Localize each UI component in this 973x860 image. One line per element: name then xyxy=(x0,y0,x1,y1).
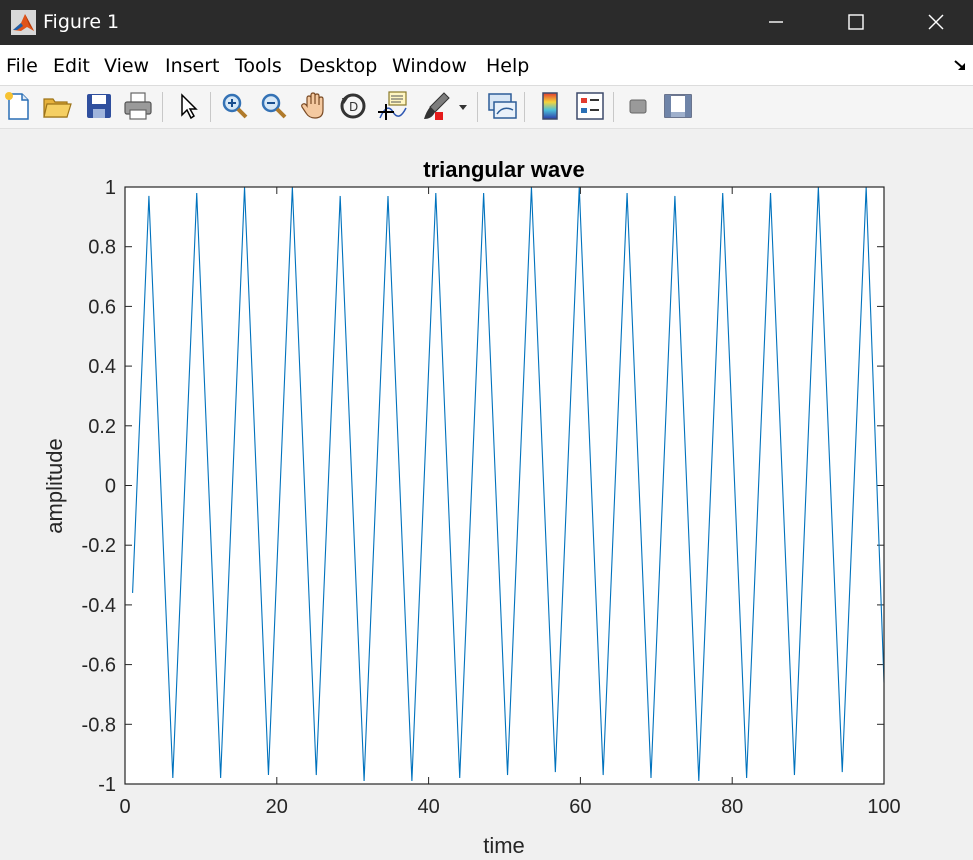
save-button[interactable] xyxy=(83,90,115,122)
zoom-in-icon xyxy=(222,93,248,119)
menu-desktop[interactable]: Desktop xyxy=(299,55,378,77)
close-button[interactable] xyxy=(900,0,972,45)
data-cursor-icon xyxy=(378,91,407,120)
dock-figure-icon[interactable] xyxy=(953,59,967,71)
open-file-button[interactable] xyxy=(41,90,73,122)
x-tick-label: 0 xyxy=(119,796,130,818)
pan-hand-icon xyxy=(301,92,324,119)
x-tick-label: 40 xyxy=(417,796,439,818)
rotate-3d-icon: D xyxy=(340,93,366,119)
x-tick-label: 20 xyxy=(266,796,288,818)
window-titlebar: Figure 1 xyxy=(0,0,973,45)
legend-button[interactable] xyxy=(574,90,606,122)
legend-icon xyxy=(576,92,604,120)
colorbar-icon xyxy=(542,92,558,120)
new-figure-icon xyxy=(5,92,29,120)
pan-button[interactable] xyxy=(298,90,330,122)
y-tick-label: 0.8 xyxy=(88,237,116,259)
chevron-down-icon xyxy=(459,105,467,110)
window-title: Figure 1 xyxy=(43,11,120,33)
axis-ticks: 0 20 40 60 80 100 -1 -0.8 -0.6 -0.4 -0.2 0 0.2 0.4 0.6… xyxy=(82,177,901,818)
x-tick-label: 80 xyxy=(721,796,743,818)
menu-view[interactable]: View xyxy=(104,55,150,77)
zoom-out-button[interactable] xyxy=(258,90,290,122)
x-tick-label: 60 xyxy=(569,796,591,818)
brush-dropdown[interactable] xyxy=(455,90,471,122)
minimize-icon xyxy=(769,21,783,23)
edit-plot-arrow-icon xyxy=(181,93,198,120)
new-figure-button[interactable] xyxy=(2,90,34,122)
zoom-out-icon xyxy=(261,93,287,119)
menu-help[interactable]: Help xyxy=(486,55,530,77)
chart-title: triangular wave xyxy=(423,157,584,182)
y-tick-label: 1 xyxy=(105,177,116,199)
brush-icon xyxy=(424,92,450,120)
toolbar-separator xyxy=(210,92,211,122)
x-axis-label: time xyxy=(483,833,525,858)
edit-plot-button[interactable] xyxy=(172,90,204,122)
svg-text:D: D xyxy=(349,100,358,114)
series-line-0[interactable] xyxy=(132,186,885,782)
menu-bar: File Edit View Insert Tools Desktop Wind… xyxy=(0,45,973,86)
toolbar-separator xyxy=(162,92,163,122)
y-tick-label: -0.8 xyxy=(82,714,116,736)
y-tick-label: 0.2 xyxy=(88,416,116,438)
y-tick-label: -0.2 xyxy=(82,535,116,557)
print-icon xyxy=(124,92,152,120)
rotate-3d-button[interactable]: D xyxy=(337,90,369,122)
link-plot-button[interactable] xyxy=(486,90,518,122)
menu-tools[interactable]: Tools xyxy=(235,55,282,77)
x-tick-label: 100 xyxy=(867,796,900,818)
axes-box xyxy=(124,186,885,785)
hide-plot-tools-icon xyxy=(629,99,647,114)
show-plot-tools-icon xyxy=(664,94,692,118)
colorbar-button[interactable] xyxy=(534,90,566,122)
y-tick-label: 0.6 xyxy=(88,296,116,318)
zoom-in-button[interactable] xyxy=(219,90,251,122)
minimize-button[interactable] xyxy=(740,0,812,45)
save-icon xyxy=(87,94,111,118)
toolbar-separator xyxy=(613,92,614,122)
print-button[interactable] xyxy=(122,90,154,122)
y-tick-label: 0 xyxy=(105,476,116,498)
y-tick-label: -0.4 xyxy=(82,595,116,617)
figure-toolbar: D xyxy=(0,86,973,129)
y-tick-label: 0.4 xyxy=(88,356,116,378)
open-file-icon xyxy=(43,98,72,118)
figure-canvas: triangular wave time amplitude 0 20 40 60 80… xyxy=(42,157,901,858)
data-cursor-button[interactable] xyxy=(377,90,409,122)
toolbar-separator xyxy=(524,92,525,122)
menu-window[interactable]: Window xyxy=(392,55,467,77)
y-tick-label: -0.6 xyxy=(82,655,116,677)
matlab-logo-icon xyxy=(11,10,36,35)
hide-plot-tools-button[interactable] xyxy=(622,90,654,122)
link-plot-icon xyxy=(488,93,517,119)
show-plot-tools-button[interactable] xyxy=(662,90,694,122)
menu-file[interactable]: File xyxy=(6,55,38,77)
y-axis-label: amplitude xyxy=(42,438,67,533)
maximize-button[interactable] xyxy=(820,0,892,45)
menu-insert[interactable]: Insert xyxy=(165,55,220,77)
y-tick-label: -1 xyxy=(98,774,116,796)
close-icon xyxy=(928,14,944,30)
axes-background[interactable] xyxy=(125,187,884,784)
menu-edit[interactable]: Edit xyxy=(53,55,90,77)
brush-button[interactable] xyxy=(420,90,452,122)
toolbar-separator xyxy=(477,92,478,122)
maximize-icon xyxy=(848,14,864,30)
plot-series xyxy=(132,186,885,782)
